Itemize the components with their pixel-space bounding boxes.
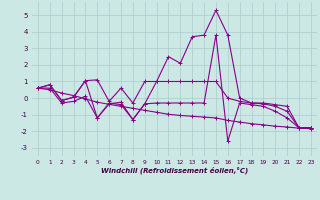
X-axis label: Windchill (Refroidissement éolien,°C): Windchill (Refroidissement éolien,°C) bbox=[101, 167, 248, 174]
